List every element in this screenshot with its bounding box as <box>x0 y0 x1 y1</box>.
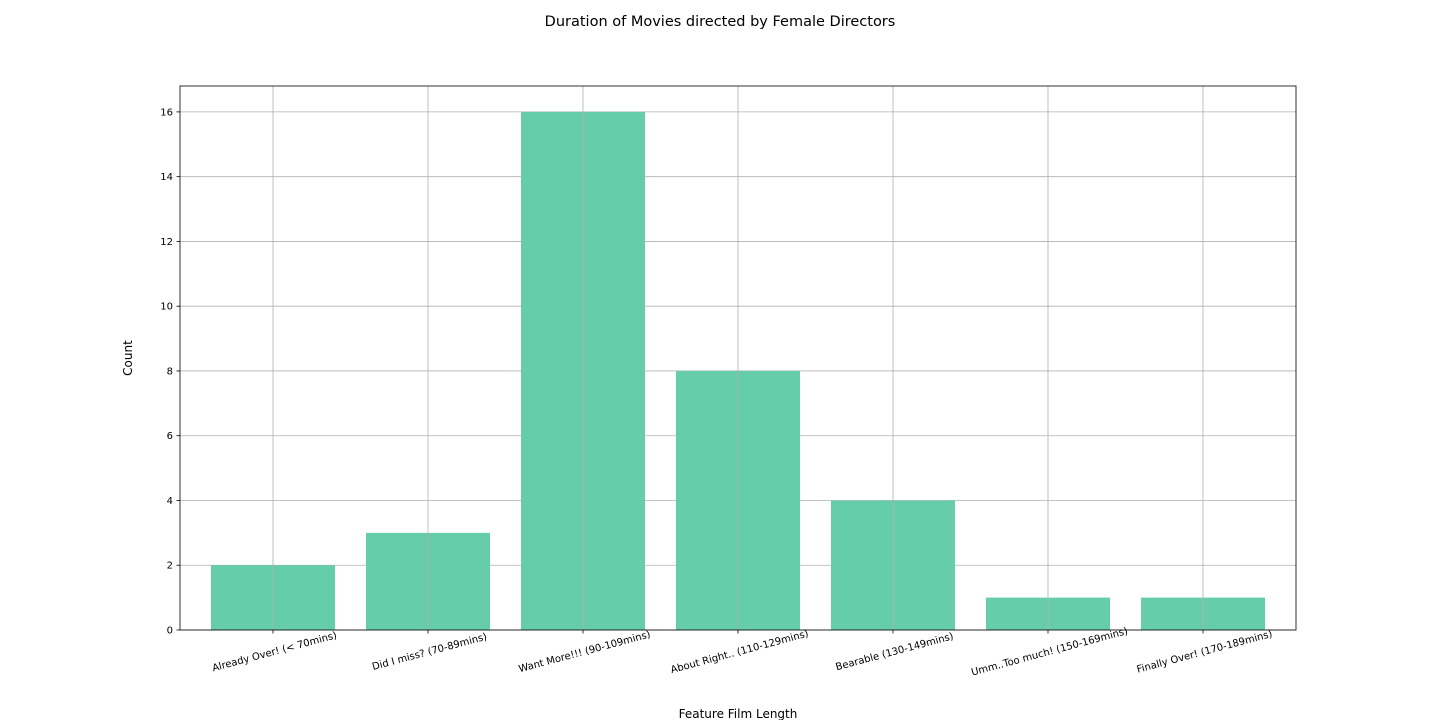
y-tick-label: 12 <box>160 237 173 248</box>
vertical-grid-lines <box>272 86 1204 630</box>
x-tick-label: Already Over! (< 70mins) <box>211 630 338 674</box>
y-axis-ticks: 0 2 4 6 8 10 12 14 16 <box>160 107 180 637</box>
y-tick-label: 6 <box>167 431 173 442</box>
y-tick-label: 0 <box>167 626 173 637</box>
y-tick-label: 10 <box>160 302 173 313</box>
x-tick-label: About Right.. (110-129mins) <box>670 629 810 676</box>
y-tick-label: 2 <box>167 561 173 572</box>
y-axis-label: Count <box>121 340 135 376</box>
y-tick-label: 4 <box>167 496 173 507</box>
chart-title: Duration of Movies directed by Female Di… <box>545 14 896 30</box>
y-tick-label: 14 <box>160 172 173 183</box>
x-tick-label: Did I miss? (70-89mins) <box>371 632 488 673</box>
x-axis-label: Feature Film Length <box>679 707 798 720</box>
x-tick-label: Finally Over! (170-189mins) <box>1136 629 1274 676</box>
x-tick-label: Bearable (130-149mins) <box>835 631 955 673</box>
y-tick-label: 16 <box>160 107 173 118</box>
x-tick-label: Umm..Too much! (150-169mins) <box>970 626 1129 679</box>
y-tick-label: 8 <box>167 366 173 377</box>
x-axis-ticks: Already Over! (< 70mins) Did I miss? (70-… <box>211 626 1274 679</box>
x-tick-label: Want More!!! (90-109mins) <box>518 629 652 675</box>
